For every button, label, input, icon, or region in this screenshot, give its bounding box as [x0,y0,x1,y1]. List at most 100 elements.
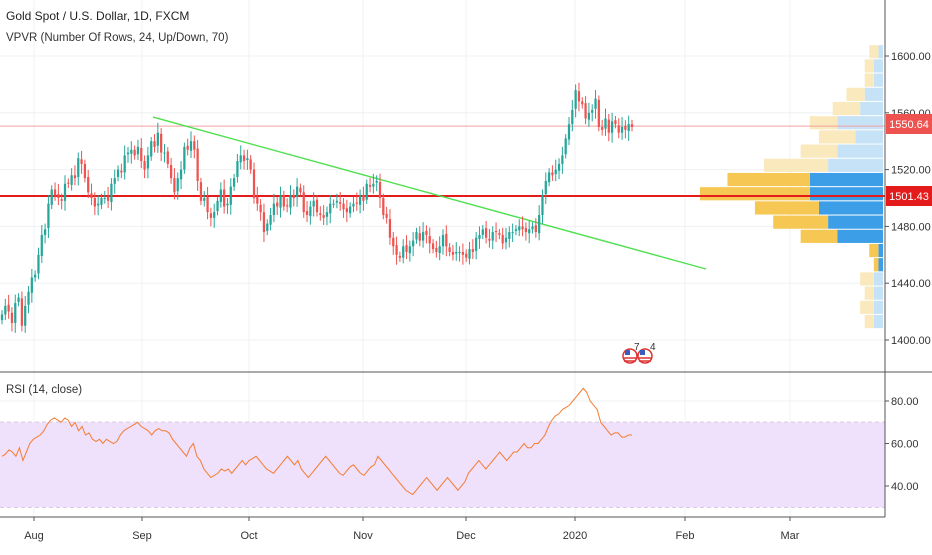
candle[interactable] [594,90,597,119]
candle[interactable] [196,140,199,191]
candle[interactable] [504,227,508,250]
candle[interactable] [70,168,73,191]
candle[interactable] [189,131,193,158]
candle[interactable] [67,178,70,189]
candle[interactable] [10,307,14,332]
candle[interactable] [567,117,571,146]
candle[interactable] [349,202,352,218]
candle[interactable] [577,82,581,112]
candle[interactable] [514,224,518,236]
rsi-line[interactable] [1,387,632,496]
candle[interactable] [87,169,90,198]
candle[interactable] [455,242,458,261]
candle[interactable] [388,209,392,245]
candle[interactable] [624,120,627,139]
candle[interactable] [601,119,604,136]
time-axis[interactable]: Aug Sep Oct Nov Dec 2020 Feb Mar [24,517,800,542]
candle[interactable] [597,95,600,132]
candle[interactable] [0,310,4,325]
candle[interactable] [481,224,484,240]
candle[interactable] [431,239,435,254]
candle[interactable] [50,185,53,210]
candle[interactable] [183,142,186,174]
candle[interactable] [232,173,236,191]
candle[interactable] [405,235,408,260]
candle[interactable] [20,291,24,332]
candle[interactable] [491,226,494,250]
candle[interactable] [435,240,438,258]
candle[interactable] [206,186,209,220]
candle[interactable] [521,216,524,237]
candle[interactable] [262,203,266,243]
candle[interactable] [47,195,50,239]
candle[interactable] [126,146,130,163]
candle[interactable] [242,149,246,170]
candle[interactable] [461,243,465,265]
candle[interactable] [494,222,498,243]
candle[interactable] [30,269,33,303]
candle[interactable] [524,222,528,241]
candle[interactable] [246,149,249,170]
candle[interactable] [226,198,229,214]
candle[interactable] [292,189,295,207]
us-flag-icon[interactable] [637,348,653,364]
candle[interactable] [441,229,445,255]
candle[interactable] [43,223,47,244]
candle[interactable] [60,193,63,210]
candle[interactable] [584,96,587,125]
candle[interactable] [627,115,630,141]
candle[interactable] [97,195,100,216]
candle[interactable] [395,236,398,265]
candle[interactable] [236,153,239,183]
candle[interactable] [219,182,222,208]
candle[interactable] [518,219,521,237]
candle[interactable] [421,222,425,248]
candle[interactable] [77,152,80,186]
event-badges[interactable]: 7 4 [622,342,656,364]
candle[interactable] [24,295,27,333]
candle[interactable] [279,186,282,218]
candle[interactable] [398,251,402,262]
candle[interactable] [302,185,305,218]
candle[interactable] [538,205,541,241]
candle[interactable] [614,115,617,129]
candle[interactable] [418,226,421,247]
candle[interactable] [166,147,169,169]
candle[interactable] [375,175,378,192]
candle[interactable] [305,201,309,223]
candle[interactable] [332,199,335,208]
candle[interactable] [438,236,441,261]
candle[interactable] [282,190,285,211]
candle[interactable] [272,193,276,223]
candle[interactable] [209,207,213,227]
candle[interactable] [587,102,591,127]
candle[interactable] [73,165,77,186]
candle[interactable] [312,192,315,217]
candle[interactable] [478,226,481,249]
candle[interactable] [156,122,159,153]
candle[interactable] [299,183,302,197]
candle[interactable] [408,240,411,262]
candle[interactable] [508,226,511,248]
candle[interactable] [511,223,514,243]
candle[interactable] [17,293,20,307]
trend-line[interactable] [152,116,707,270]
candle[interactable] [378,173,382,208]
candle[interactable] [199,177,203,206]
candle[interactable] [40,224,43,264]
candle[interactable] [93,192,96,216]
candle[interactable] [133,145,136,160]
candle[interactable] [574,84,577,118]
candle[interactable] [352,196,355,213]
candles[interactable] [0,82,634,333]
candle[interactable] [106,186,110,208]
candle[interactable] [335,193,339,209]
candle[interactable] [14,294,17,333]
candle[interactable] [4,298,7,321]
candle[interactable] [80,150,83,174]
candle[interactable] [581,97,584,109]
candle[interactable] [123,145,126,180]
candle[interactable] [186,138,189,156]
candle[interactable] [146,146,150,179]
candle[interactable] [329,195,332,224]
